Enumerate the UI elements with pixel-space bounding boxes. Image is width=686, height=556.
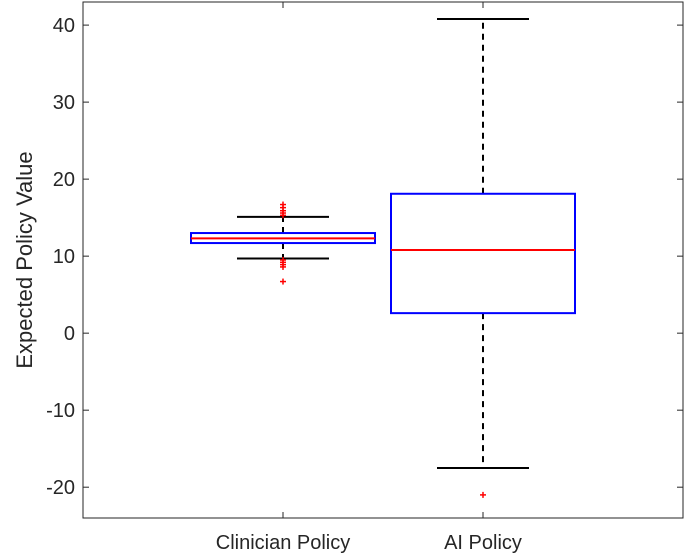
y-tick-label: -10: [46, 400, 75, 422]
outlier-point: [280, 278, 286, 285]
outlier-point: [280, 263, 286, 270]
outlier-point: [480, 491, 486, 498]
y-tick-label: 10: [53, 246, 75, 268]
box-ai-policy: [390, 17, 576, 498]
y-tick-label: 0: [64, 323, 75, 345]
x-axis-ticks: Clinician Policy AI Policy: [216, 2, 522, 554]
y-tick-label: 20: [53, 169, 75, 191]
plot-frame: [82, 1, 684, 519]
y-axis-ticks: 40 30 20 10 0 -10 -20: [46, 15, 683, 499]
box-clinician-policy: [190, 201, 376, 285]
y-tick-label: -20: [46, 477, 75, 499]
x-tick-label: Clinician Policy: [216, 532, 351, 554]
box-plot-series: [190, 17, 576, 498]
outlier-point: [280, 212, 286, 219]
y-axis-label: Expected Policy Value: [12, 151, 37, 368]
interquartile-box: [390, 192, 576, 315]
x-tick-label: AI Policy: [444, 532, 522, 554]
y-tick-label: 30: [53, 92, 75, 114]
y-tick-label: 40: [53, 15, 75, 37]
plot-axes: [82, 1, 684, 519]
